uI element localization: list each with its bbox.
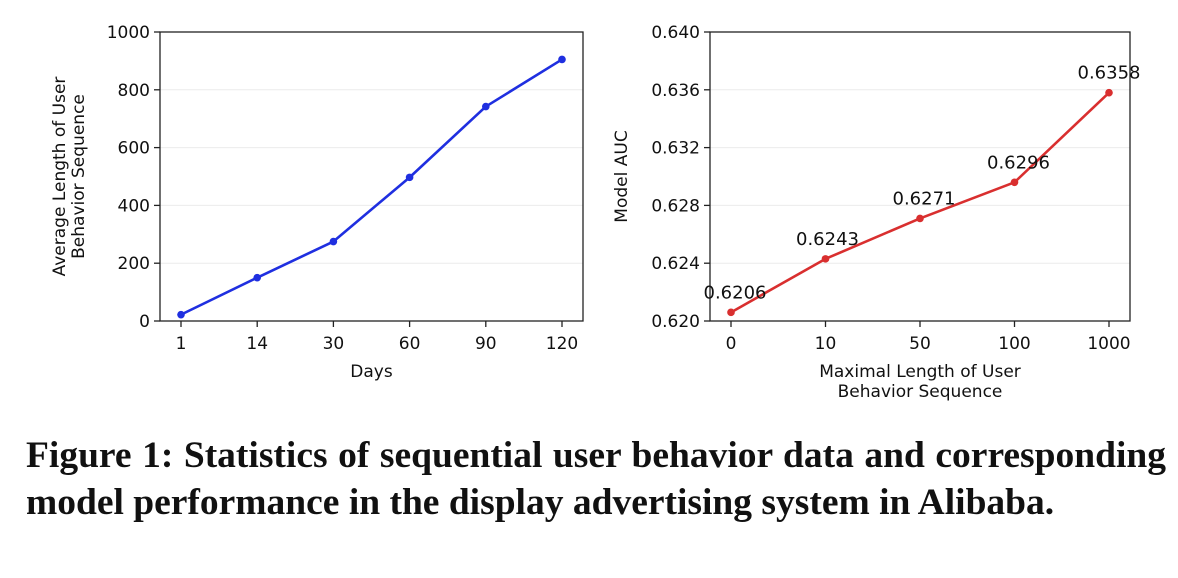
x-tick-label: 90 xyxy=(475,334,497,354)
x-axis-label: Days xyxy=(350,362,393,382)
x-tick-label: 120 xyxy=(546,334,578,354)
x-tick-label: 60 xyxy=(399,334,421,354)
y-axis-label: Model AUC xyxy=(612,130,632,222)
data-point xyxy=(558,55,566,64)
chart-1: 0 200 400 600 800 1000 1 14 30 60 90 120 Days Average… xyxy=(50,23,584,382)
data-label: 0.6296 xyxy=(987,152,1050,173)
data-point xyxy=(727,308,735,317)
y-tick-label: 0 xyxy=(139,312,150,332)
x-tick-label: 14 xyxy=(246,334,268,354)
data-point xyxy=(177,310,185,319)
data-point xyxy=(253,273,261,282)
plot-frame xyxy=(709,31,1131,322)
y-tick-label: 0.632 xyxy=(651,139,700,159)
y-tick-label: 0.620 xyxy=(651,312,700,332)
y-tick-label: 800 xyxy=(118,81,150,101)
plot-frame xyxy=(159,31,584,322)
data-point xyxy=(916,214,924,223)
y-tick-label: 600 xyxy=(118,139,150,159)
data-point xyxy=(821,255,830,263)
x-tick-label: 1 xyxy=(176,334,187,354)
y-tick-label: 0.628 xyxy=(651,196,700,216)
x-tick-label: 100 xyxy=(998,334,1030,354)
data-label: 0.6206 xyxy=(704,282,767,303)
y-axis-label: Average Length of User xyxy=(50,77,70,277)
data-label: 0.6243 xyxy=(796,229,859,250)
y-tick-label: 1000 xyxy=(107,23,150,43)
x-tick-label: 50 xyxy=(909,334,931,354)
y-tick-label: 200 xyxy=(118,254,150,274)
chart-2: 0.620 0.624 0.628 0.632 0.636 0.640 0 10 50 100 10… xyxy=(612,23,1140,402)
y-tick-label: 400 xyxy=(118,196,150,216)
y-tick-label: 0.640 xyxy=(651,23,700,43)
series-line xyxy=(180,58,563,316)
data-point xyxy=(405,173,414,182)
data-point xyxy=(482,102,490,111)
x-tick-label: 0 xyxy=(726,334,737,354)
x-tick-label: 30 xyxy=(323,334,345,354)
y-tick-label: 0.624 xyxy=(651,254,700,274)
data-point xyxy=(1010,178,1019,187)
data-label: 0.6358 xyxy=(1078,63,1141,84)
y-tick-label: 0.636 xyxy=(651,81,700,101)
x-axis-label: Maximal Length of User xyxy=(819,362,1021,382)
data-label: 0.6271 xyxy=(893,188,956,209)
x-tick-label: 1000 xyxy=(1087,334,1130,354)
data-point xyxy=(1105,88,1113,97)
x-axis-label: Behavior Sequence xyxy=(838,382,1003,402)
data-point xyxy=(329,237,338,246)
x-tick-label: 10 xyxy=(815,334,837,354)
y-axis-label: Behavior Sequence xyxy=(69,94,89,259)
figure-caption: Figure 1: Statistics of sequential user … xyxy=(26,435,1166,523)
